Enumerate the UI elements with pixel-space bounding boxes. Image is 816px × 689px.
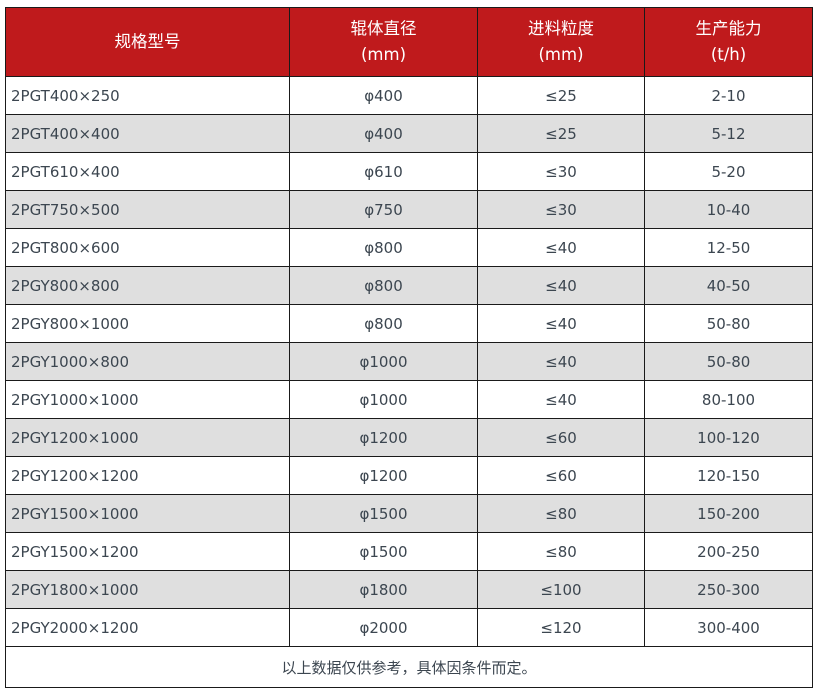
column-header-capacity: 生产能力 (t/h) (644, 7, 813, 77)
cell-feed-size: ≤40 (477, 304, 645, 343)
cell-model: 2PGT750×500 (5, 190, 290, 229)
column-header-roller-diameter-line1: 辊体直径 (350, 19, 417, 38)
column-header-feed-size-unit: (mm) (538, 45, 584, 64)
cell-feed-size: ≤80 (477, 494, 645, 533)
column-header-model: 规格型号 (5, 7, 290, 77)
cell-feed-size: ≤40 (477, 228, 645, 267)
table-row: 2PGY1800×1000 φ1800 ≤100 250-300 (5, 570, 813, 609)
cell-roller-diameter: φ1000 (289, 380, 478, 419)
cell-feed-size: ≤80 (477, 532, 645, 571)
cell-model: 2PGY1200×1000 (5, 418, 290, 457)
cell-roller-diameter: φ800 (289, 228, 478, 267)
column-header-capacity-unit: (t/h) (710, 45, 747, 64)
table-row: 2PGT800×600 φ800 ≤40 12-50 (5, 228, 813, 267)
cell-feed-size: ≤40 (477, 266, 645, 305)
table-header: 规格型号 辊体直径 (mm) 进料粒度 (mm) 生产能力 (t/h) (5, 7, 813, 77)
cell-roller-diameter: φ1000 (289, 342, 478, 381)
footer-row: 以上数据仅供参考，具体因条件而定。 (5, 646, 813, 688)
table-row: 2PGY1500×1000 φ1500 ≤80 150-200 (5, 494, 813, 533)
cell-model: 2PGY1500×1200 (5, 532, 290, 571)
column-header-feed-size: 进料粒度 (mm) (477, 7, 645, 77)
cell-model: 2PGT800×600 (5, 228, 290, 267)
cell-capacity: 5-20 (644, 152, 813, 191)
cell-roller-diameter: φ1500 (289, 532, 478, 571)
cell-capacity: 120-150 (644, 456, 813, 495)
cell-capacity: 100-120 (644, 418, 813, 457)
cell-roller-diameter: φ800 (289, 266, 478, 305)
cell-capacity: 10-40 (644, 190, 813, 229)
cell-capacity: 12-50 (644, 228, 813, 267)
cell-roller-diameter: φ750 (289, 190, 478, 229)
cell-model: 2PGY800×800 (5, 266, 290, 305)
cell-feed-size: ≤120 (477, 608, 645, 647)
cell-roller-diameter: φ400 (289, 114, 478, 153)
table-footer: 以上数据仅供参考，具体因条件而定。 (5, 646, 813, 688)
table-row: 2PGT610×400 φ610 ≤30 5-20 (5, 152, 813, 191)
cell-roller-diameter: φ2000 (289, 608, 478, 647)
table-row: 2PGY1000×1000 φ1000 ≤40 80-100 (5, 380, 813, 419)
cell-feed-size: ≤40 (477, 380, 645, 419)
cell-model: 2PGY1200×1200 (5, 456, 290, 495)
table-row: 2PGY800×800 φ800 ≤40 40-50 (5, 266, 813, 305)
table-row: 2PGY1500×1200 φ1500 ≤80 200-250 (5, 532, 813, 571)
cell-capacity: 250-300 (644, 570, 813, 609)
cell-feed-size: ≤100 (477, 570, 645, 609)
cell-capacity: 5-12 (644, 114, 813, 153)
cell-model: 2PGY1000×1000 (5, 380, 290, 419)
cell-feed-size: ≤30 (477, 190, 645, 229)
table-row: 2PGY2000×1200 φ2000 ≤120 300-400 (5, 608, 813, 647)
table-row: 2PGY1200×1000 φ1200 ≤60 100-120 (5, 418, 813, 457)
cell-feed-size: ≤60 (477, 456, 645, 495)
cell-feed-size: ≤25 (477, 76, 645, 115)
cell-model: 2PGY1500×1000 (5, 494, 290, 533)
footer-note: 以上数据仅供参考，具体因条件而定。 (5, 646, 813, 688)
specification-table: 规格型号 辊体直径 (mm) 进料粒度 (mm) 生产能力 (t/h) 2PGT… (5, 7, 813, 688)
cell-roller-diameter: φ610 (289, 152, 478, 191)
cell-roller-diameter: φ1200 (289, 456, 478, 495)
cell-model: 2PGY1800×1000 (5, 570, 290, 609)
column-header-roller-diameter: 辊体直径 (mm) (289, 7, 478, 77)
cell-feed-size: ≤25 (477, 114, 645, 153)
cell-capacity: 50-80 (644, 342, 813, 381)
column-header-capacity-line1: 生产能力 (695, 19, 762, 38)
column-header-roller-diameter-unit: (mm) (360, 45, 407, 64)
cell-capacity: 200-250 (644, 532, 813, 571)
cell-model: 2PGY800×1000 (5, 304, 290, 343)
cell-roller-diameter: φ1500 (289, 494, 478, 533)
header-row: 规格型号 辊体直径 (mm) 进料粒度 (mm) 生产能力 (t/h) (5, 7, 813, 77)
cell-roller-diameter: φ800 (289, 304, 478, 343)
cell-roller-diameter: φ1800 (289, 570, 478, 609)
cell-capacity: 40-50 (644, 266, 813, 305)
table-row: 2PGY800×1000 φ800 ≤40 50-80 (5, 304, 813, 343)
table-row: 2PGT400×250 φ400 ≤25 2-10 (5, 76, 813, 115)
cell-model: 2PGT400×400 (5, 114, 290, 153)
cell-capacity: 2-10 (644, 76, 813, 115)
cell-capacity: 150-200 (644, 494, 813, 533)
table-row: 2PGY1200×1200 φ1200 ≤60 120-150 (5, 456, 813, 495)
cell-model: 2PGT400×250 (5, 76, 290, 115)
cell-feed-size: ≤40 (477, 342, 645, 381)
cell-capacity: 50-80 (644, 304, 813, 343)
cell-capacity: 300-400 (644, 608, 813, 647)
cell-roller-diameter: φ1200 (289, 418, 478, 457)
table-body: 2PGT400×250 φ400 ≤25 2-10 2PGT400×400 φ400 ≤25… (5, 76, 813, 647)
table-row: 2PGT750×500 φ750 ≤30 10-40 (5, 190, 813, 229)
table-row: 2PGY1000×800 φ1000 ≤40 50-80 (5, 342, 813, 381)
cell-roller-diameter: φ400 (289, 76, 478, 115)
cell-model: 2PGY1000×800 (5, 342, 290, 381)
cell-capacity: 80-100 (644, 380, 813, 419)
cell-model: 2PGT610×400 (5, 152, 290, 191)
column-header-feed-size-line1: 进料粒度 (528, 19, 594, 38)
table-row: 2PGT400×400 φ400 ≤25 5-12 (5, 114, 813, 153)
cell-model: 2PGY2000×1200 (5, 608, 290, 647)
cell-feed-size: ≤30 (477, 152, 645, 191)
column-header-model-line1: 规格型号 (114, 32, 181, 51)
cell-feed-size: ≤60 (477, 418, 645, 457)
